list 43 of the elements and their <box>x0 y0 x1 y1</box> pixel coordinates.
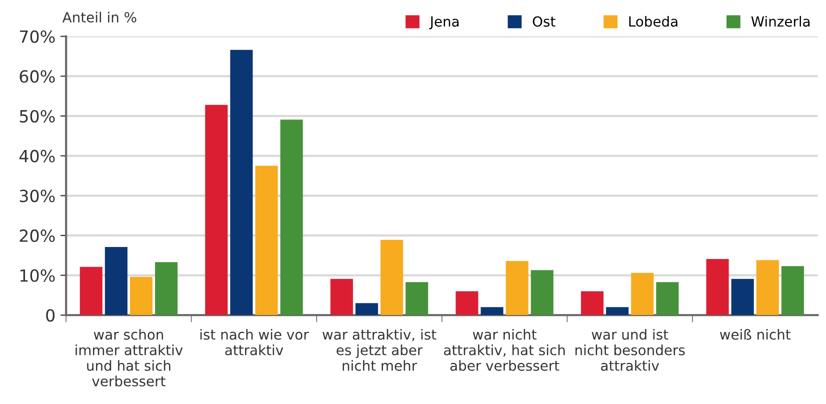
bar <box>530 270 554 316</box>
bar <box>506 260 528 316</box>
bar <box>606 307 629 316</box>
bar <box>756 260 779 316</box>
bar <box>205 104 228 316</box>
legend-label: Jena <box>429 16 459 30</box>
bar <box>406 282 428 316</box>
bar <box>155 262 178 316</box>
x-tick-label: weiß nicht <box>720 329 791 340</box>
x-tick-label: war nicht attraktiv, hat sich aber verbessert <box>444 329 565 371</box>
y-tick-label: 30% <box>20 190 55 202</box>
bar <box>631 272 654 316</box>
bar <box>280 120 303 316</box>
y-tick-label: 60% <box>20 70 55 83</box>
x-tick-label: war attraktiv, ist es jetzt aber nicht mehr <box>322 329 436 371</box>
x-tick-label: war schon immer attraktiv und hat sich verbessert <box>76 329 183 386</box>
bar <box>355 303 378 316</box>
bar <box>656 282 679 316</box>
bar <box>330 278 353 316</box>
bar <box>104 247 128 316</box>
bar <box>255 166 278 316</box>
y-tick-label: 70% <box>20 30 55 43</box>
bar <box>731 278 754 316</box>
bar <box>706 258 729 316</box>
y-tick-label: 50% <box>20 110 55 123</box>
y-tick-label: 40% <box>19 150 55 162</box>
legend-label: Winzerla <box>751 16 810 27</box>
bar <box>580 291 604 316</box>
bar <box>456 291 478 316</box>
legend-label: Ost <box>532 16 556 27</box>
bar <box>130 276 153 316</box>
x-tick-label: war und ist nicht besonders attraktiv <box>576 329 685 371</box>
bar <box>80 266 102 316</box>
bar <box>380 240 404 316</box>
bar <box>230 50 253 316</box>
legend-label: Lobeda <box>629 16 678 27</box>
bar <box>781 266 804 316</box>
x-tick-label: ist nach wie vor attraktiv <box>200 329 309 356</box>
bar <box>480 307 504 316</box>
y-tick-label: 10% <box>20 269 55 282</box>
y-tick-label: 0 <box>46 309 55 322</box>
y-tick-label: 20% <box>20 229 55 242</box>
y-axis-title: Anteil in % <box>62 12 136 23</box>
